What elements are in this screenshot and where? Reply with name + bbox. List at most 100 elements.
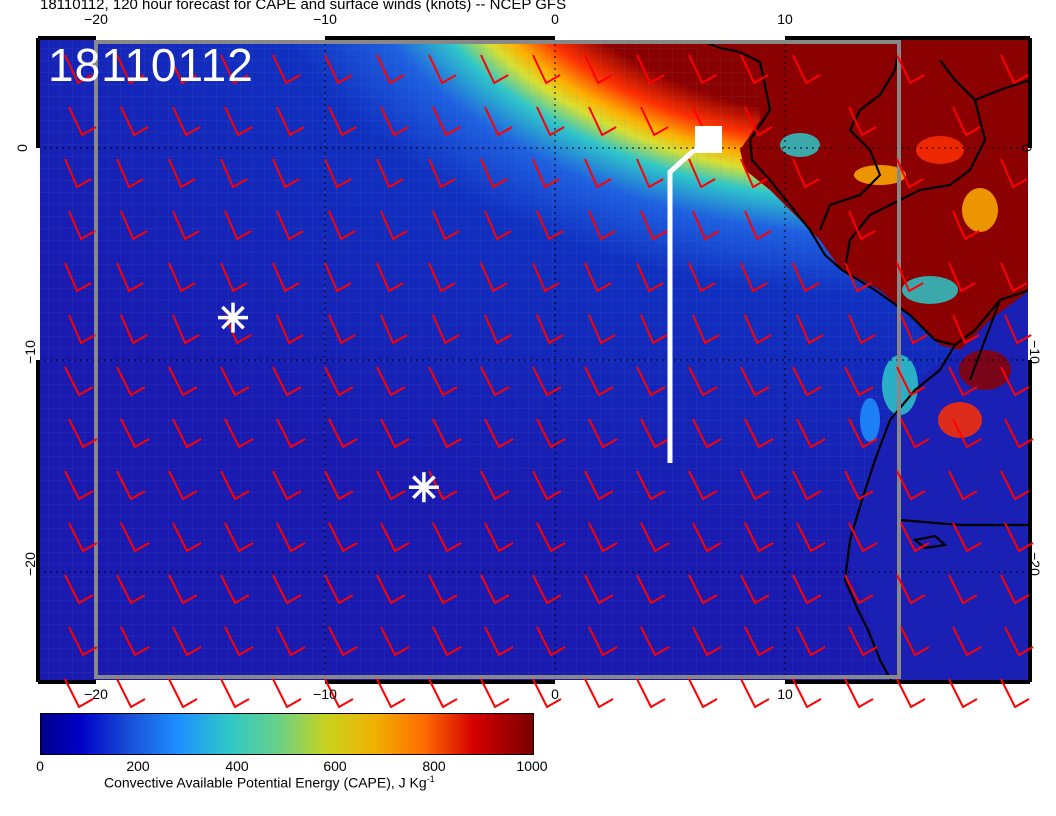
- wind-barb: [380, 106, 409, 137]
- wind-barb: [896, 158, 924, 189]
- wind-barb: [480, 574, 510, 605]
- wind-barb: [792, 158, 820, 189]
- wind-barb: [172, 522, 202, 553]
- wind-barb: [952, 418, 982, 449]
- wind-barb: [432, 626, 462, 657]
- wind-barb: [272, 678, 302, 709]
- wind-barb: [792, 366, 822, 397]
- wind-barb: [1004, 314, 1032, 345]
- wind-barb: [64, 262, 92, 293]
- wind-barb: [328, 418, 358, 449]
- wind-barb: [952, 314, 980, 345]
- wind-barb: [532, 366, 562, 397]
- wind-barb: [272, 262, 300, 293]
- wind-barb: [120, 210, 148, 241]
- wind-barb: [376, 574, 406, 605]
- wind-barb: [380, 418, 410, 449]
- wind-barb: [584, 470, 614, 501]
- wind-barb: [120, 314, 148, 345]
- domain-box: [94, 40, 901, 679]
- wind-barb: [380, 626, 410, 657]
- wind-barb: [376, 262, 404, 293]
- wind-barb: [948, 574, 978, 605]
- colorbar-tick: 800: [422, 758, 446, 774]
- wind-barb: [120, 522, 150, 553]
- coastlines: [699, 38, 1031, 683]
- wind-barb: [68, 314, 96, 345]
- wind-barb: [376, 54, 405, 85]
- wind-barb: [896, 470, 926, 501]
- wind-barb: [1000, 158, 1028, 189]
- wind-barb: [224, 210, 252, 241]
- wind-barb: [428, 470, 458, 501]
- wind-barb: [64, 158, 92, 189]
- colorbar-tick: 200: [126, 758, 150, 774]
- wind-barb: [896, 678, 926, 709]
- wind-barb: [428, 366, 458, 397]
- wind-barb: [848, 210, 876, 241]
- cape-colorbar: [40, 713, 534, 755]
- wind-barb: [636, 470, 666, 501]
- wind-barb: [1004, 522, 1034, 553]
- wind-barb: [428, 262, 456, 293]
- wind-barb: [1000, 366, 1030, 397]
- wind-barb: [692, 314, 720, 345]
- wind-barb: [116, 678, 146, 709]
- wind-barb: [844, 678, 874, 709]
- wind-barb: [224, 626, 254, 657]
- wind-barb: [64, 678, 94, 709]
- wind-barb: [276, 210, 304, 241]
- wind-barb: [688, 470, 718, 501]
- wind-barb: [640, 626, 670, 657]
- wind-barb: [68, 626, 98, 657]
- wind-barb: [380, 314, 408, 345]
- wind-barb: [484, 106, 513, 137]
- wind-barb: [952, 522, 982, 553]
- wind-barb: [380, 210, 408, 241]
- wind-barb: [272, 574, 302, 605]
- wind-barb: [324, 470, 354, 501]
- wind-barb: [220, 262, 248, 293]
- wind-barb: [792, 574, 822, 605]
- lon-label-bottom: 10: [777, 686, 793, 702]
- wind-barb: [636, 158, 664, 189]
- wind-barb: [276, 522, 306, 553]
- date-stamp: 18110112: [48, 39, 254, 91]
- wind-barb: [172, 106, 201, 137]
- wind-barb: [948, 366, 978, 397]
- wind-barb: [636, 366, 666, 397]
- wind-barb: [948, 470, 978, 501]
- wind-barb: [432, 522, 462, 553]
- wind-barb: [480, 366, 510, 397]
- wind-barb: [116, 54, 145, 85]
- wind-barb: [740, 678, 770, 709]
- wind-barb: [428, 54, 457, 85]
- wind-barb: [588, 106, 617, 137]
- wind-barb: [692, 418, 722, 449]
- wind-barb: [428, 678, 458, 709]
- wind-barb: [744, 626, 774, 657]
- wind-barb: [636, 678, 666, 709]
- wind-barb: [272, 470, 302, 501]
- wind-barb: [480, 158, 508, 189]
- wind-barb: [1000, 54, 1029, 85]
- wind-barb: [640, 106, 669, 137]
- wind-barb: [532, 54, 561, 85]
- wind-barb: [272, 366, 302, 397]
- africa-land-fill: [700, 38, 1030, 350]
- wind-barb: [848, 314, 876, 345]
- wind-barb: [948, 262, 976, 293]
- wind-barb: [740, 262, 768, 293]
- wind-barb: [744, 210, 772, 241]
- wind-barb: [116, 366, 146, 397]
- colorbar-tick: 1000: [516, 758, 548, 774]
- wind-barb: [796, 522, 826, 553]
- lat-label-left: 0: [13, 144, 30, 152]
- wind-barb: [168, 366, 198, 397]
- lon-label-bottom: 0: [551, 686, 559, 702]
- wind-barb: [584, 158, 612, 189]
- wind-barb: [324, 262, 352, 293]
- wind-barb: [584, 574, 614, 605]
- wind-barb: [220, 54, 249, 85]
- wind-barb: [744, 314, 772, 345]
